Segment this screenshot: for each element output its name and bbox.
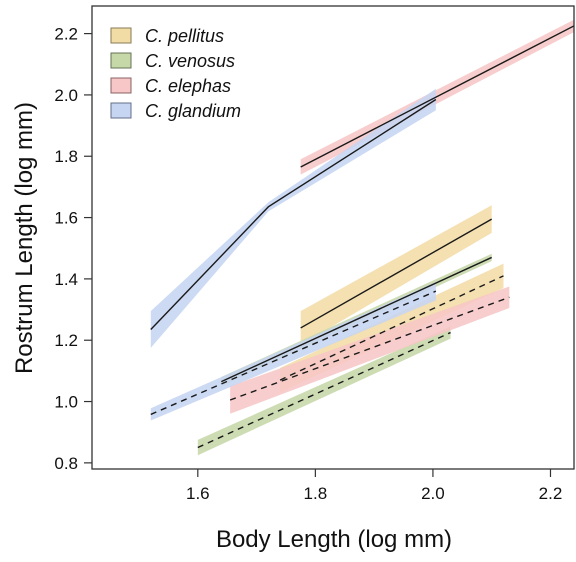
y-axis-title: Rostrum Length (log mm) (11, 102, 38, 374)
y-tick-label: 2.2 (54, 25, 78, 44)
line-cvenosus-solid (221, 256, 492, 383)
x-tick-label: 1.8 (304, 484, 328, 503)
x-tick-label: 2.0 (421, 484, 445, 503)
y-tick-label: 1.0 (54, 393, 78, 412)
y-tick-label: 0.8 (54, 454, 78, 473)
y-tick-label: 2.0 (54, 86, 78, 105)
line-cvenosus-dashed (197, 331, 451, 449)
legend-swatch-cvenosus (110, 52, 132, 69)
x-tick-label: 1.6 (186, 484, 210, 503)
legend-label-cvenosus: C. venosus (145, 51, 235, 71)
x-axis: 1.6 1.8 2.0 2.2 (186, 469, 562, 503)
line-cglandium-dashed (150, 290, 437, 416)
y-axis: 0.8 1.0 1.2 1.4 1.6 1.8 2.0 2.2 (54, 25, 92, 473)
legend-swatch-celephas (110, 77, 132, 94)
legend-swatch-cglandium (110, 102, 132, 119)
y-tick-label: 1.4 (54, 270, 78, 289)
line-celephas-solid (300, 25, 574, 168)
legend-label-cglandium: C. glandium (145, 101, 241, 121)
band-celephas-dashed (230, 286, 510, 414)
line-cpellitus-solid (300, 218, 493, 329)
x-axis-title: Body Length (log mm) (216, 526, 452, 553)
y-tick-label: 1.8 (54, 147, 78, 166)
legend-label-celephas: C. elephas (145, 76, 231, 96)
y-tick-label: 1.6 (54, 209, 78, 228)
legend-swatch-cpellitus (110, 27, 132, 44)
legend-label-cpellitus: C. pellitus (145, 26, 224, 46)
band-cglandium-solid (150, 88, 436, 348)
legend: C. pellitus C. venosus C. elephas C. glandi… (110, 26, 241, 121)
line-cglandium-solid (150, 98, 437, 330)
y-tick-label: 1.2 (54, 331, 78, 350)
plot-frame (91, 5, 575, 470)
x-tick-label: 2.2 (539, 484, 563, 503)
line-cpellitus-dashed (279, 275, 504, 381)
line-celephas-dashed (229, 296, 510, 401)
band-cvenosus-dashed (197, 326, 451, 456)
band-cglandium-dashed (150, 281, 436, 421)
band-cpellitus-solid (300, 205, 492, 345)
regression-lines (150, 25, 574, 449)
